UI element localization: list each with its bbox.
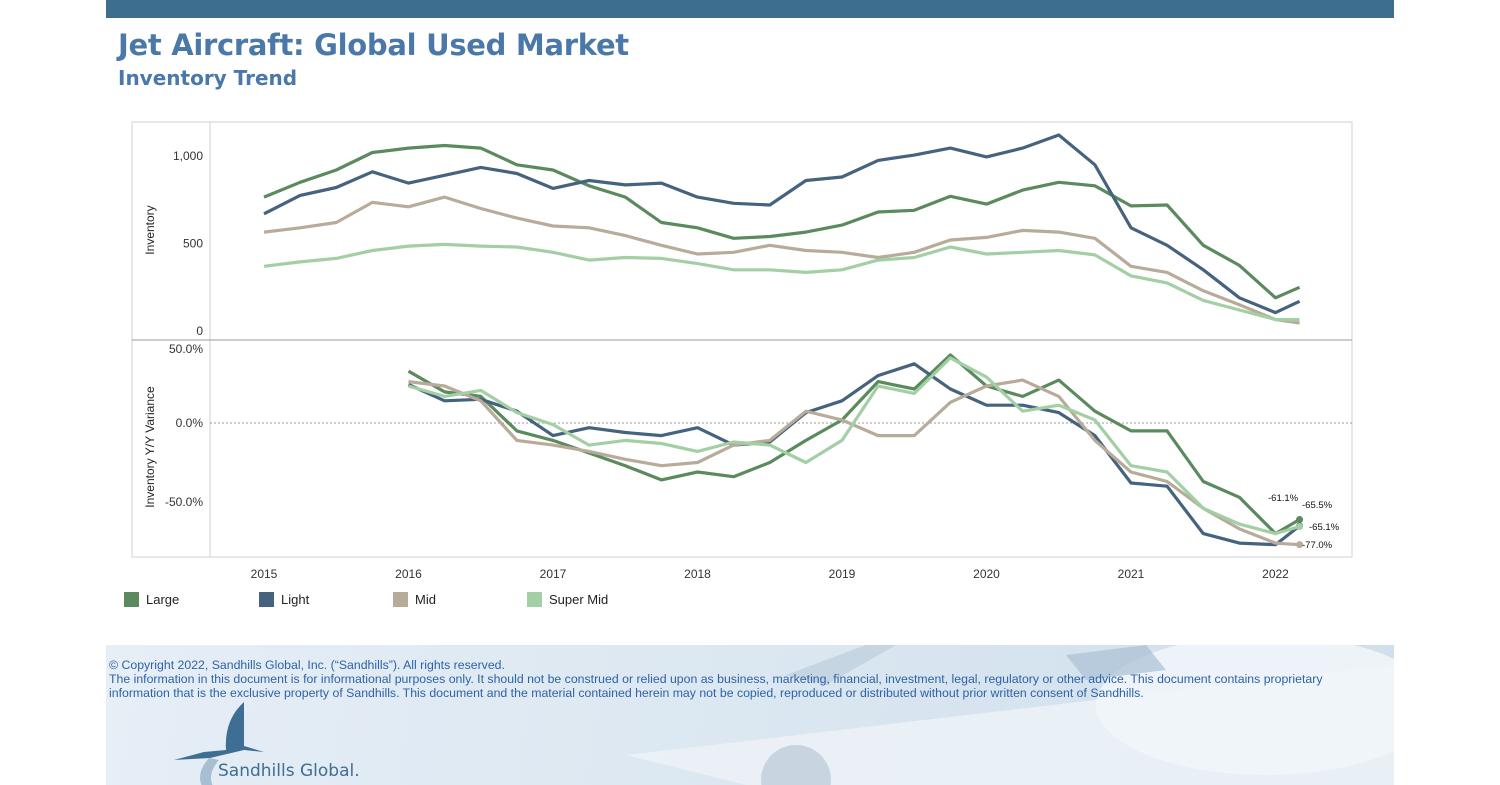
x-tick-label: 2015 xyxy=(251,567,278,581)
legend-light: Light xyxy=(259,592,309,607)
end-point-marker xyxy=(1296,541,1304,549)
footer: Sandhills Global. © Copyright 2022, Sand… xyxy=(106,645,1394,785)
x-tick-label: 2022 xyxy=(1262,567,1289,581)
legend-label: Mid xyxy=(415,592,436,607)
bottom-y-tick-label: 0.0% xyxy=(176,416,204,430)
series-line-light xyxy=(407,362,1301,547)
legend-label: Large xyxy=(146,592,180,607)
footer-text: © Copyright 2022, Sandhills Global, Inc.… xyxy=(109,658,1322,700)
top-y-tick-label: 1,000 xyxy=(173,149,203,163)
x-tick-label: 2019 xyxy=(829,567,856,581)
top-y-tick-label: 500 xyxy=(183,237,203,251)
end-data-label: -61.1% xyxy=(1268,493,1299,504)
end-point-marker xyxy=(1296,522,1304,530)
end-point-marker xyxy=(1296,516,1304,524)
page-subtitle: Inventory Trend xyxy=(118,66,298,90)
copyright: © Copyright 2022, Sandhills Global, Inc.… xyxy=(109,658,505,672)
series-line-large xyxy=(263,143,1301,300)
bottom-y-tick-label: 50.0% xyxy=(169,342,203,356)
bottom-y-axis-label: Inventory Y/Y Variance xyxy=(143,386,157,508)
disclaimer-line-2: information that is the exclusive proper… xyxy=(109,686,1144,700)
end-data-label: -65.1% xyxy=(1309,522,1340,533)
legend-swatch xyxy=(259,592,274,607)
sandhills-crane-logo xyxy=(174,702,264,785)
airplane-background-image xyxy=(626,645,1394,785)
series-line-light xyxy=(263,133,1301,315)
end-data-label: -65.5% xyxy=(1302,500,1333,511)
disclaimer-line-1: The information in this document is for … xyxy=(109,672,1323,686)
series-line-mid xyxy=(408,378,1300,547)
header-bar xyxy=(106,0,1394,18)
legend-label: Light xyxy=(281,592,310,607)
legend-swatch xyxy=(393,592,408,607)
legend-super-mid: Super Mid xyxy=(527,592,608,607)
bottom-y-tick-label: -50.0% xyxy=(165,495,203,509)
series-line-large xyxy=(407,353,1301,536)
legend-mid: Mid xyxy=(393,592,436,607)
x-tick-label: 2016 xyxy=(395,567,422,581)
top-y-axis-label: Inventory xyxy=(143,205,157,254)
x-tick-label: 2018 xyxy=(684,567,711,581)
top-y-tick-label: 0 xyxy=(196,324,203,338)
page-title: Jet Aircraft: Global Used Market xyxy=(118,28,629,62)
legend-swatch xyxy=(527,592,542,607)
x-tick-label: 2017 xyxy=(540,567,567,581)
legend-label: Super Mid xyxy=(549,592,609,607)
legend-swatch xyxy=(124,592,139,607)
x-tick-label: 2020 xyxy=(973,567,1000,581)
series-line-super-mid xyxy=(263,242,1300,322)
series-line-super-mid xyxy=(408,356,1301,536)
sandhills-logo-text: Sandhills Global. xyxy=(218,761,360,781)
legend-large: Large xyxy=(124,592,179,607)
series-line-mid xyxy=(263,195,1300,325)
x-tick-label: 2021 xyxy=(1118,567,1145,581)
end-data-label: -77.0% xyxy=(1302,540,1333,551)
